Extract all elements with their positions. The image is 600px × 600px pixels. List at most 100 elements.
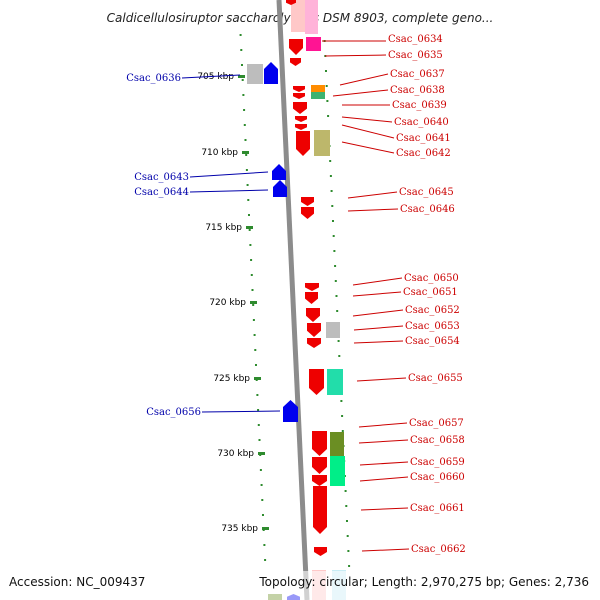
- gene-label[interactable]: Csac_0645: [399, 187, 454, 198]
- gene-label[interactable]: Csac_0644: [134, 187, 189, 198]
- scale-tick-label: 735 kbp: [221, 524, 258, 534]
- gene-leader-line: [347, 191, 398, 199]
- gene-label[interactable]: Csac_0637: [390, 69, 445, 80]
- cds-feature: [326, 322, 340, 338]
- gene-leader-line: [358, 422, 408, 428]
- guide-dot: [259, 469, 262, 471]
- guide-dot: [348, 565, 351, 567]
- scale-tick-label: 730 kbp: [217, 449, 254, 459]
- scale-tick-label: 705 kbp: [197, 72, 234, 82]
- gene-label[interactable]: Csac_0650: [404, 273, 459, 284]
- guide-dot: [336, 310, 339, 312]
- guide-dot: [248, 229, 251, 231]
- cds-feature: [314, 130, 330, 156]
- gene-label[interactable]: Csac_0646: [400, 204, 455, 215]
- reverse-gene-arrow: [295, 116, 307, 122]
- gene-label[interactable]: Csac_0643: [134, 172, 189, 183]
- cds-feature: [330, 432, 344, 458]
- guide-dot: [256, 394, 259, 396]
- gene-label[interactable]: Csac_0657: [409, 418, 464, 429]
- scale-tick: [242, 151, 249, 154]
- gene-leader-line: [332, 89, 389, 97]
- guide-dot: [345, 520, 348, 522]
- scale-tick-label: 725 kbp: [213, 374, 250, 384]
- guide-dot: [337, 340, 340, 342]
- guide-dot: [242, 94, 245, 96]
- gene-label[interactable]: Csac_0656: [146, 407, 201, 418]
- gene-leader-line: [347, 208, 399, 212]
- guide-dot: [245, 169, 248, 171]
- gene-label[interactable]: Csac_0640: [394, 117, 449, 128]
- gene-label[interactable]: Csac_0636: [126, 73, 181, 84]
- gene-leader-line: [352, 291, 402, 297]
- gene-label[interactable]: Csac_0655: [408, 373, 463, 384]
- gene-leader-line: [360, 507, 409, 511]
- guide-dot: [261, 514, 264, 516]
- guide-dot: [241, 79, 244, 81]
- gene-features: [247, 0, 346, 600]
- gene-label[interactable]: Csac_0662: [411, 544, 466, 555]
- cds-feature: [330, 472, 345, 486]
- gene-label[interactable]: Csac_0660: [410, 472, 465, 483]
- reverse-gene-arrow: [312, 457, 327, 474]
- gene-leader-line: [341, 124, 395, 139]
- gene-leader-line: [341, 141, 395, 154]
- guide-dot: [247, 214, 250, 216]
- scale-tick-label: 720 kbp: [209, 298, 246, 308]
- forward-gene-arrow: [273, 180, 287, 197]
- guide-dot: [247, 199, 250, 201]
- reverse-gene-arrow: [313, 486, 327, 534]
- guide-dot: [244, 139, 247, 141]
- guide-dot: [330, 190, 333, 192]
- guide-dot: [250, 259, 253, 261]
- scale-tick: [246, 226, 253, 229]
- gene-label[interactable]: Csac_0638: [390, 85, 445, 96]
- gene-label[interactable]: Csac_0651: [403, 287, 458, 298]
- guide-dot: [346, 535, 349, 537]
- guide-dot: [239, 34, 242, 36]
- gene-label[interactable]: Csac_0659: [410, 457, 465, 468]
- reverse-gene-arrow: [314, 547, 327, 556]
- gene-label[interactable]: Csac_0658: [410, 435, 465, 446]
- gene-label[interactable]: Csac_0661: [410, 503, 465, 514]
- guide-dot: [338, 355, 341, 357]
- reverse-gene-arrow: [306, 308, 320, 322]
- scale-tick: [254, 377, 261, 380]
- gene-labels: Csac_0636 Csac_0643 Csac_0644 Csac_0656 Csac…: [126, 34, 466, 555]
- reverse-gene-arrow: [312, 431, 327, 456]
- forward-gene-arrow: [283, 400, 298, 422]
- guide-dot: [341, 430, 344, 432]
- scale-tick: [258, 452, 265, 455]
- gene-leader-line: [324, 54, 387, 57]
- reverse-gene-arrow: [296, 131, 310, 156]
- guide-dot: [252, 319, 255, 321]
- gene-leader-line: [359, 476, 409, 482]
- guide-dot: [253, 334, 256, 336]
- gene-label[interactable]: Csac_0642: [396, 148, 451, 159]
- cds-feature: [291, 0, 305, 32]
- gene-leader-line: [361, 548, 410, 552]
- gene-label[interactable]: Csac_0641: [396, 133, 451, 144]
- reverse-gene-arrow: [290, 58, 301, 66]
- reverse-gene-arrow: [289, 39, 303, 55]
- gene-label[interactable]: Csac_0652: [405, 305, 460, 316]
- guide-dot: [324, 70, 327, 72]
- reverse-gene-arrow: [312, 475, 327, 486]
- guide-dot: [334, 280, 337, 282]
- guide-dot: [326, 100, 329, 102]
- gene-leader-line: [352, 309, 404, 317]
- gene-label[interactable]: Csac_0653: [405, 321, 460, 332]
- guide-dot: [254, 349, 257, 351]
- scale-tick: [238, 75, 245, 78]
- gene-leader-line: [358, 439, 409, 444]
- gene-label[interactable]: Csac_0634: [388, 34, 443, 45]
- guide-dot: [254, 364, 257, 366]
- gene-label[interactable]: Csac_0654: [405, 336, 460, 347]
- genome-backbone: [276, 0, 310, 600]
- gene-label[interactable]: Csac_0635: [388, 50, 443, 61]
- cds-feature: [247, 64, 263, 84]
- gene-label[interactable]: Csac_0639: [392, 100, 447, 111]
- cds-feature: [311, 92, 325, 99]
- guide-dot: [240, 49, 243, 51]
- scale-ticks: 705 kbp 710 kbp 715 kbp 720 kbp 725 kbp 730 k…: [197, 72, 269, 534]
